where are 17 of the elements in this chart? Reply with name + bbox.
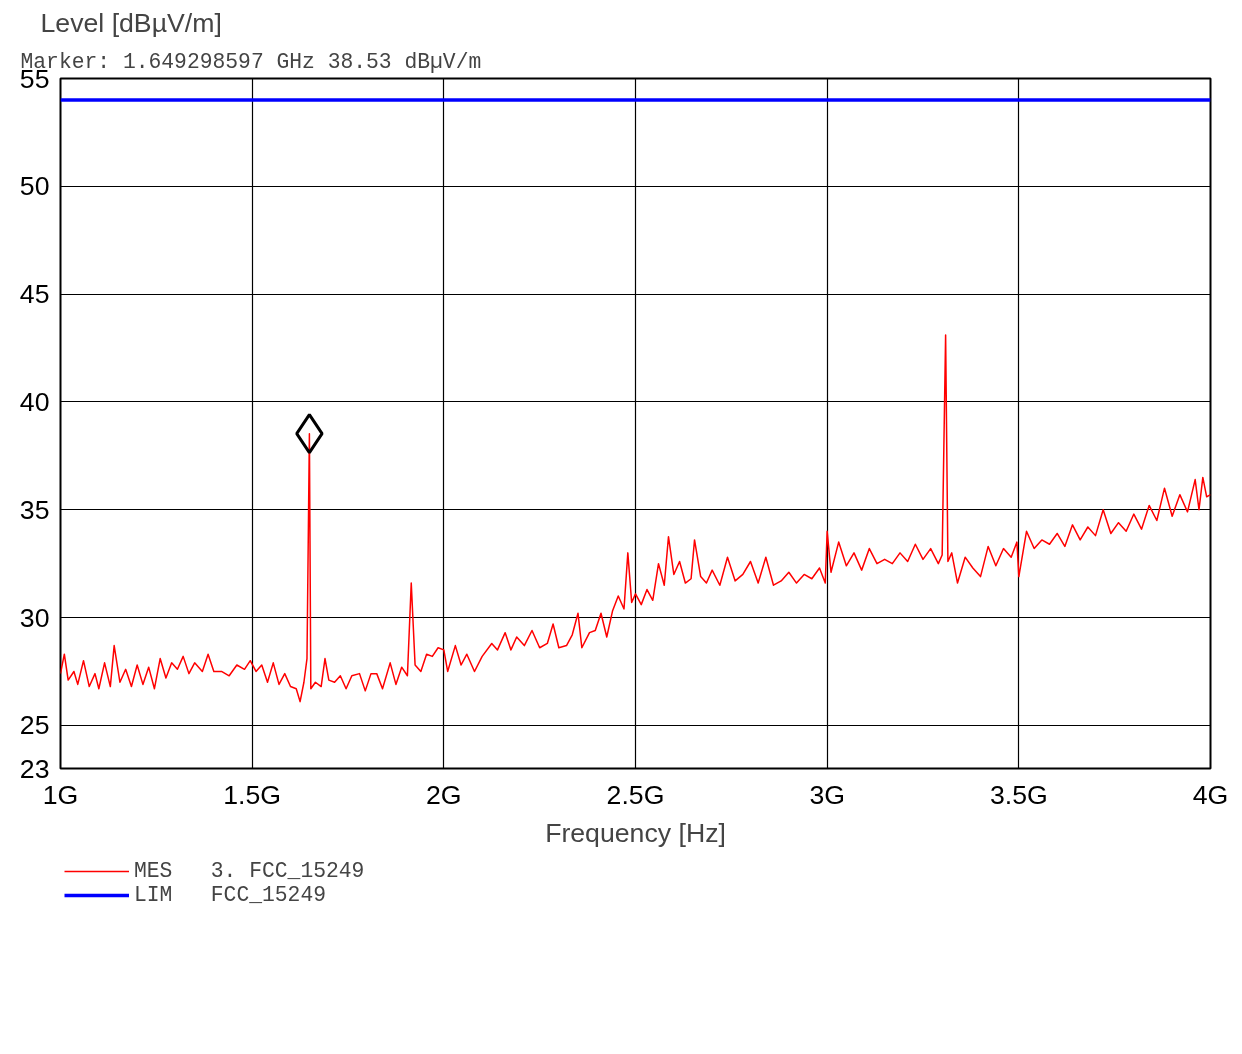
y-tick-label: 45 — [19, 279, 50, 310]
x-tick-label: 2G — [426, 779, 462, 810]
y-tick-label: 50 — [19, 171, 50, 202]
y-tick-label: 40 — [19, 386, 50, 417]
x-axis-title: Frequency [Hz] — [545, 817, 726, 848]
x-tick-label: 3.5G — [989, 779, 1048, 810]
y-tick-label: 25 — [19, 710, 50, 741]
x-tick-label: 4G — [1192, 779, 1229, 810]
legend-label: MES 3. FCC_15249 — [134, 859, 365, 883]
y-axis-title: Level [dBµV/m] — [40, 7, 222, 38]
x-tick-label: 2.5G — [606, 779, 665, 810]
x-tick-label: 1.5G — [223, 779, 282, 810]
y-tick-label: 35 — [19, 494, 50, 525]
line-series — [60, 334, 1211, 703]
x-tick-label: 3G — [809, 779, 845, 810]
y-tick-label: 30 — [19, 602, 50, 633]
legend-label: LIM FCC_15249 — [134, 883, 326, 907]
